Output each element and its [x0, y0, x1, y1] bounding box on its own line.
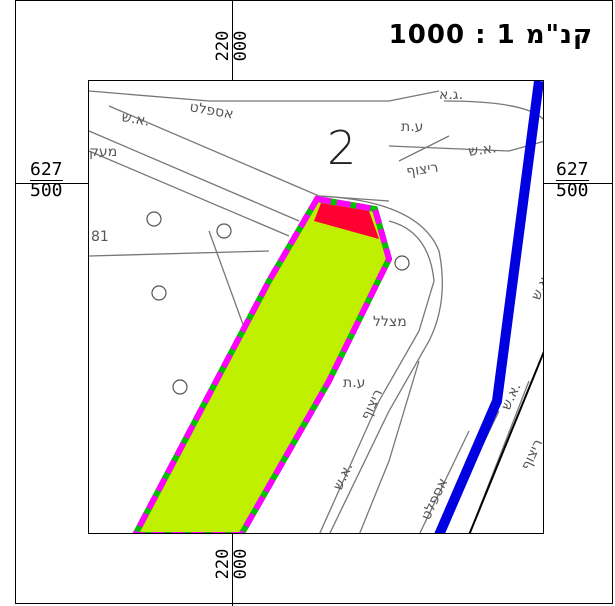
label-as-1: א.ש.	[120, 109, 151, 130]
road-edge-7	[208, 230, 250, 342]
grid-top-line2: 000	[231, 30, 251, 62]
road-edge-2	[89, 130, 300, 222]
map-canvas[interactable]: אספלט א.ש. ע.ת א.ש. ריצוף מעק 81 מצלל ע.…	[88, 80, 544, 534]
road-edge-5	[359, 360, 420, 533]
plot-fill[interactable]	[135, 199, 389, 534]
plot-outline-dashed	[132, 195, 393, 533]
label-81: 81	[91, 229, 109, 245]
road-edge-6	[89, 250, 270, 257]
tree-3	[151, 285, 167, 301]
label-at-1: ע.ת	[401, 119, 423, 135]
scale-label: קנ"מ 1 : 1000	[388, 20, 593, 50]
black-line	[468, 351, 543, 533]
grid-line-right	[544, 183, 613, 184]
label-matzlel: מצלל	[373, 314, 407, 330]
label-as-4: א.ש.	[528, 270, 544, 302]
road-edge-8	[419, 430, 470, 533]
grid-line-top	[232, 0, 233, 80]
road-curve-2	[319, 220, 435, 533]
label-as-2: א.ש.	[467, 140, 497, 160]
label-ritzuf-2: ריצוף	[358, 387, 386, 423]
label-asphalt-1: אספלט	[188, 99, 234, 122]
map-svg: אספלט א.ש. ע.ת א.ש. ריצוף מעק 81 מצלל ע.…	[89, 81, 544, 534]
label-at-2: ע.ת	[343, 375, 365, 391]
grid-line-bottom	[232, 534, 233, 606]
road-curve-1	[318, 195, 443, 533]
road-edge-3	[89, 150, 290, 237]
label-maaq: מעק	[89, 144, 117, 160]
grid-bottom-line2: 000	[231, 548, 251, 580]
plot-number: 2	[327, 121, 357, 175]
tree-4	[172, 379, 188, 395]
tree-5	[394, 255, 410, 271]
road-edge-12	[398, 135, 450, 162]
grid-left-line1: 627	[30, 159, 63, 181]
map-frame	[15, 0, 613, 604]
road-edge-4	[388, 140, 543, 152]
tree-symbols	[146, 211, 410, 395]
label-ga: ג.א.	[439, 87, 463, 103]
grid-bottom-line1: 220	[213, 548, 233, 580]
grid-right-line2: 500	[556, 180, 589, 201]
blue-line[interactable]	[434, 81, 543, 534]
grid-label-top: 220 000	[213, 14, 251, 78]
grid-left-line2: 500	[30, 180, 63, 201]
road-edge-top	[89, 90, 440, 102]
grid-label-bottom: 220 000	[213, 532, 251, 596]
grid-line-left	[15, 183, 88, 184]
grid-top-line1: 220	[213, 30, 233, 62]
tree-2	[216, 223, 232, 239]
grid-label-left: 627 500	[30, 160, 63, 201]
grid-right-line1: 627	[556, 159, 589, 181]
label-ritzuf-1: ריצוף	[405, 160, 439, 180]
tree-1	[146, 211, 162, 227]
grid-label-right: 627 500	[556, 160, 589, 201]
road-edge-11	[443, 100, 543, 120]
label-ritzuf-3: ריצוף	[518, 437, 544, 473]
red-area[interactable]	[314, 203, 379, 239]
label-as-3: א.ש.	[330, 460, 356, 492]
